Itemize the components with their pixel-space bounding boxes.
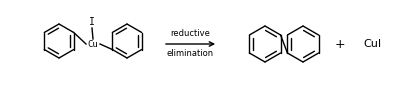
- Text: CuI: CuI: [363, 39, 381, 49]
- Text: reductive: reductive: [171, 29, 211, 38]
- Text: Cu: Cu: [87, 40, 98, 49]
- Text: elimination: elimination: [167, 49, 214, 58]
- Text: I: I: [89, 17, 95, 27]
- Text: +: +: [335, 38, 345, 50]
